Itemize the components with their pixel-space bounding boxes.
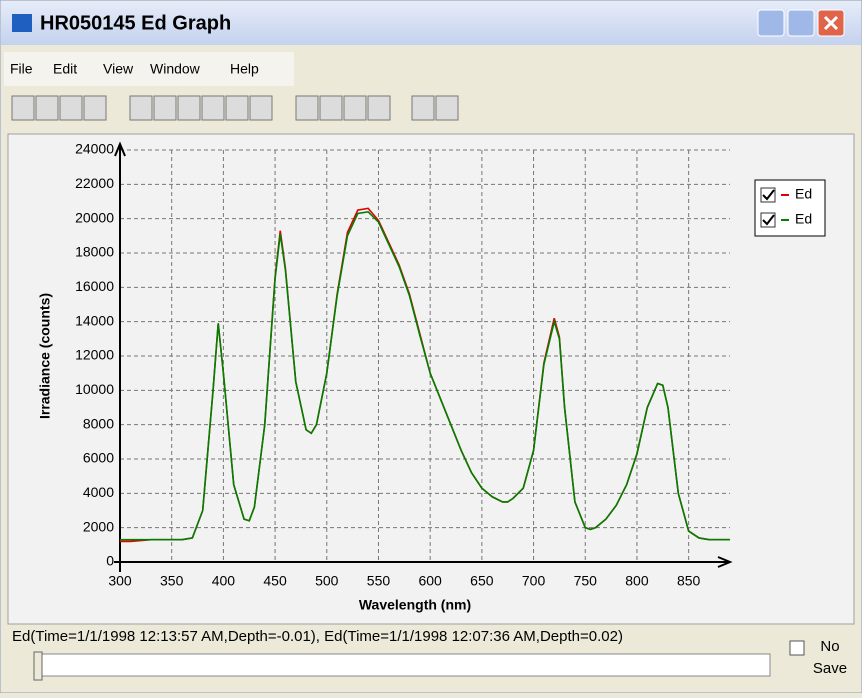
toolbar-button[interactable] [319, 95, 343, 121]
y-tick-label: 24000 [75, 141, 114, 157]
toolbar-button[interactable] [177, 95, 201, 121]
y-tick-label: 2000 [83, 518, 114, 534]
legend-label: Ed [795, 186, 812, 202]
toolbar-button[interactable] [129, 95, 153, 121]
title-bar [1, 1, 861, 45]
check-mark [762, 214, 775, 226]
x-axis [114, 556, 733, 568]
legend-checkbox[interactable] [760, 212, 776, 228]
window-title: HR050145 Ed Graph [40, 12, 231, 34]
toolbar-button[interactable] [83, 95, 107, 121]
y-tick-label: 10000 [75, 381, 114, 397]
x-tick-label: 650 [470, 573, 494, 589]
y-tick-label: 4000 [83, 484, 114, 500]
toolbar-button[interactable] [367, 95, 391, 121]
x-tick-label: 850 [677, 573, 701, 589]
check-mark [762, 189, 775, 201]
x-axis-label: Wavelength (nm) [359, 597, 471, 613]
menu-item[interactable]: File [10, 61, 33, 77]
x-tick-label: 600 [418, 573, 442, 589]
y-tick-label: 18000 [75, 244, 114, 260]
app-icon [12, 14, 32, 32]
x-tick-label: 550 [367, 573, 391, 589]
menu-item[interactable]: Help [230, 61, 259, 77]
x-tick-label: 300 [108, 573, 132, 589]
x-tick-label: 500 [315, 573, 339, 589]
toolbar-button[interactable] [435, 95, 459, 121]
y-tick-label: 16000 [75, 278, 114, 294]
y-tick-label: 14000 [75, 312, 114, 328]
toolbar-button[interactable] [249, 95, 273, 121]
toolbar-button[interactable] [11, 95, 35, 121]
y-axis [114, 141, 126, 572]
toolbar-button[interactable] [201, 95, 225, 121]
legend-checkbox[interactable] [760, 187, 776, 203]
x-tick-label: 800 [625, 573, 649, 589]
y-axis-label: Irradiance (counts) [37, 293, 53, 419]
close-icon [823, 15, 839, 31]
y-tick-label: 20000 [75, 209, 114, 225]
y-tick-label: 6000 [83, 450, 114, 466]
toolbar-button[interactable] [59, 95, 83, 121]
x-tick-label: 750 [574, 573, 598, 589]
x-tick-label: 350 [160, 573, 184, 589]
toolbar-button[interactable] [225, 95, 249, 121]
maximize-button[interactable] [787, 9, 815, 37]
menu-item[interactable]: View [103, 61, 134, 77]
slider-thumb[interactable] [33, 651, 43, 681]
toolbar-button[interactable] [35, 95, 59, 121]
toolbar-button[interactable] [343, 95, 367, 121]
y-tick-label: 22000 [75, 175, 114, 191]
chart-panel [7, 133, 855, 625]
slider-track [33, 653, 771, 677]
y-tick-label: 0 [106, 553, 114, 569]
toolbar-button[interactable] [411, 95, 435, 121]
y-tick-label: 8000 [83, 415, 114, 431]
checkbox[interactable] [789, 640, 805, 656]
legend-label: Ed [795, 211, 812, 227]
menu-item[interactable]: Window [150, 61, 201, 77]
toolbar [11, 95, 459, 121]
x-tick-label: 700 [522, 573, 546, 589]
data-line [120, 210, 730, 541]
x-tick-label: 450 [263, 573, 287, 589]
menu-item[interactable]: Edit [53, 61, 77, 77]
plot: 0 2000 4000 6000 8000 10000 12000 14000 16000 180… [75, 141, 826, 589]
status-text: Ed(Time=1/1/1998 12:13:57 AM,Depth=-0.01… [12, 628, 623, 645]
menu-bar [4, 52, 294, 86]
toolbar-button[interactable] [153, 95, 177, 121]
toolbar-button[interactable] [295, 95, 319, 121]
no-save-label: No Save [812, 638, 848, 677]
minimize-button[interactable] [757, 9, 785, 37]
x-tick-label: 400 [212, 573, 236, 589]
y-tick-label: 12000 [75, 347, 114, 363]
